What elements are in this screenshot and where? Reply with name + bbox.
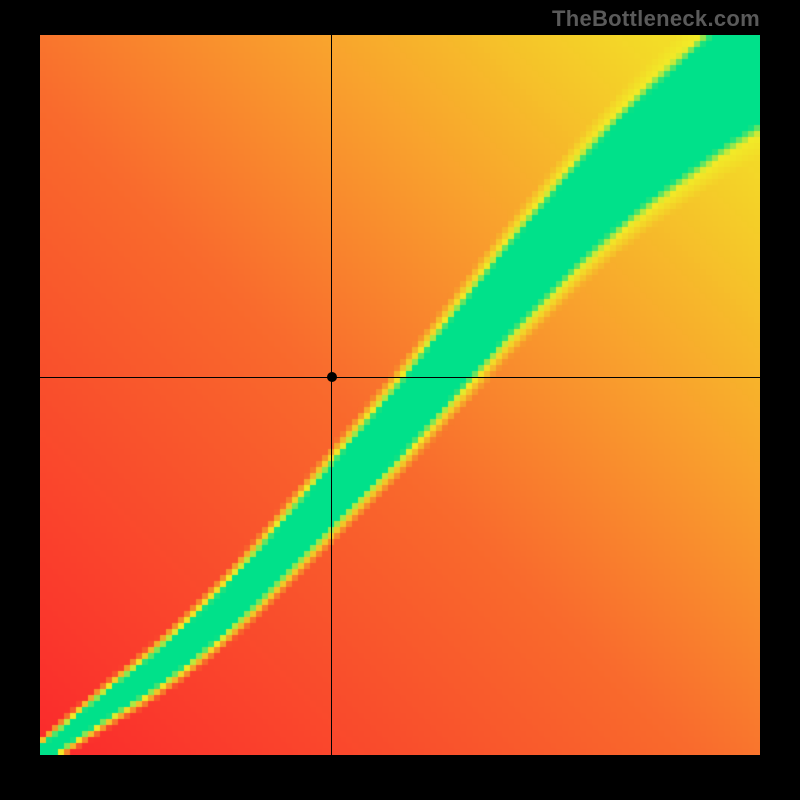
chart-outer-frame: TheBottleneck.com <box>0 0 800 800</box>
heatmap-canvas <box>40 35 760 755</box>
heatmap-plot-area <box>40 35 760 755</box>
crosshair-horizontal <box>40 377 760 378</box>
crosshair-marker-dot <box>327 372 337 382</box>
watermark-text: TheBottleneck.com <box>552 6 760 32</box>
crosshair-vertical <box>331 35 332 755</box>
